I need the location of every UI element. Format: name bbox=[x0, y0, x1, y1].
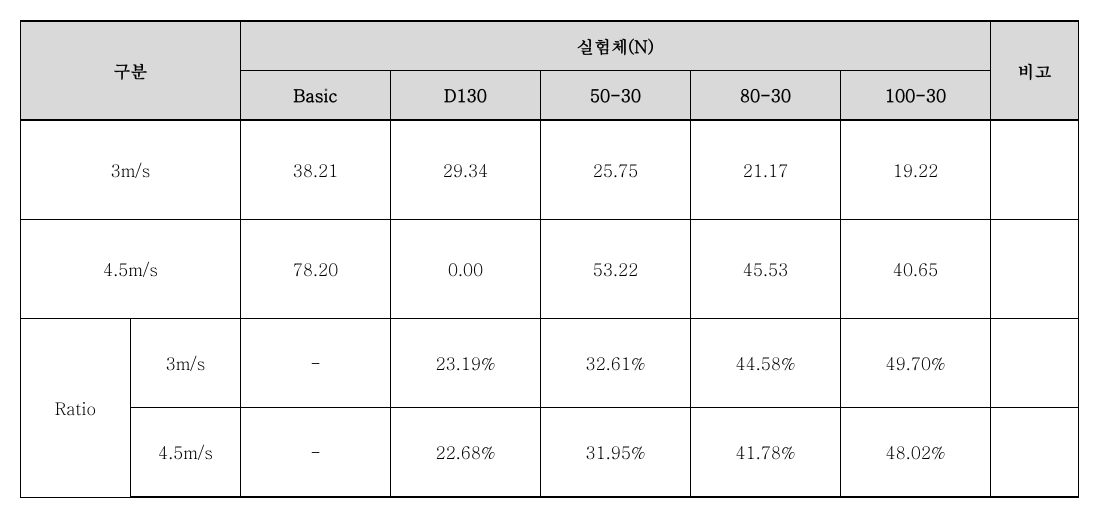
header-col-80-30: 80-30 bbox=[691, 71, 841, 121]
cell: 53.22 bbox=[541, 220, 691, 319]
cell: 25.75 bbox=[541, 120, 691, 220]
cell: - bbox=[241, 408, 391, 498]
header-bigo: 비고 bbox=[991, 21, 1079, 120]
cell: 78.20 bbox=[241, 220, 391, 319]
cell: 23.19% bbox=[391, 319, 541, 408]
cell: 31.95% bbox=[541, 408, 691, 498]
cell-bigo bbox=[991, 120, 1079, 220]
cell: 38.21 bbox=[241, 120, 391, 220]
cell: - bbox=[241, 319, 391, 408]
cell: 40.65 bbox=[841, 220, 991, 319]
cell: 32.61% bbox=[541, 319, 691, 408]
header-col-d130: D130 bbox=[391, 71, 541, 121]
row-label-ratio-4-5ms: 4.5m/s bbox=[131, 408, 241, 498]
cell: 41.78% bbox=[691, 408, 841, 498]
row-label-3ms: 3m/s bbox=[21, 120, 241, 220]
header-experiment: 실험체(N) bbox=[241, 21, 991, 71]
header-gubun: 구분 bbox=[21, 21, 241, 120]
cell: 21.17 bbox=[691, 120, 841, 220]
cell-bigo bbox=[991, 220, 1079, 319]
cell-bigo bbox=[991, 319, 1079, 408]
cell: 19.22 bbox=[841, 120, 991, 220]
cell: 0.00 bbox=[391, 220, 541, 319]
header-col-50-30: 50-30 bbox=[541, 71, 691, 121]
table-row: 3m/s 38.21 29.34 25.75 21.17 19.22 bbox=[21, 120, 1079, 220]
cell: 48.02% bbox=[841, 408, 991, 498]
cell: 45.53 bbox=[691, 220, 841, 319]
cell: 29.34 bbox=[391, 120, 541, 220]
cell: 49.70% bbox=[841, 319, 991, 408]
data-table: 구분 실험체(N) 비고 Basic D130 50-30 80-30 100-… bbox=[20, 20, 1079, 498]
header-col-basic: Basic bbox=[241, 71, 391, 121]
row-label-ratio: Ratio bbox=[21, 319, 131, 498]
table-row: 4.5m/s 78.20 0.00 53.22 45.53 40.65 bbox=[21, 220, 1079, 319]
row-label-ratio-3ms: 3m/s bbox=[131, 319, 241, 408]
row-label-4-5ms: 4.5m/s bbox=[21, 220, 241, 319]
table-row: 4.5m/s - 22.68% 31.95% 41.78% 48.02% bbox=[21, 408, 1079, 498]
table-row: Ratio 3m/s - 23.19% 32.61% 44.58% 49.70% bbox=[21, 319, 1079, 408]
header-col-100-30: 100-30 bbox=[841, 71, 991, 121]
cell: 22.68% bbox=[391, 408, 541, 498]
cell-bigo bbox=[991, 408, 1079, 498]
cell: 44.58% bbox=[691, 319, 841, 408]
